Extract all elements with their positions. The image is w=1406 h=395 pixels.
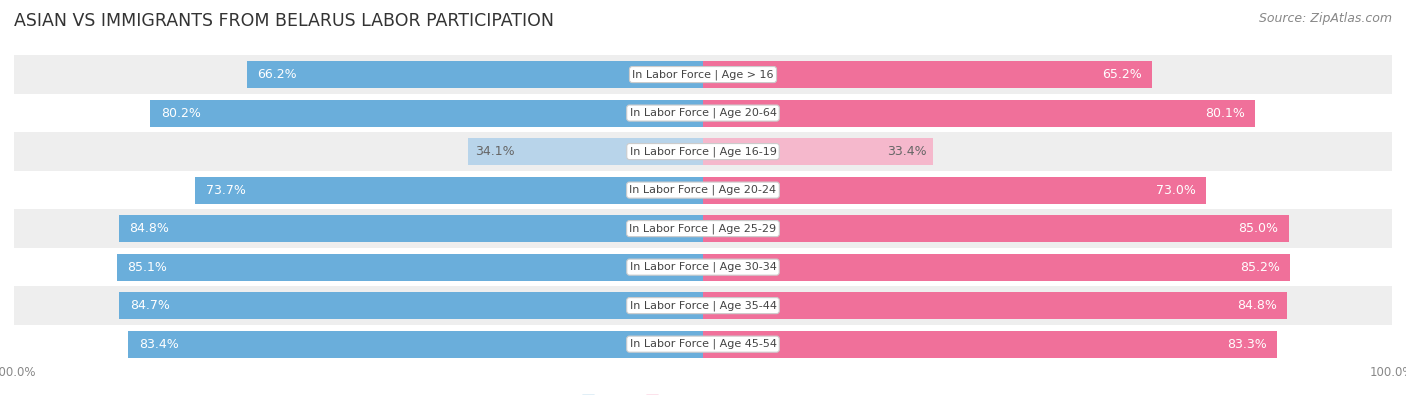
Bar [150,100,703,126]
Text: 73.0%: 73.0% [1156,184,1195,197]
Text: 65.2%: 65.2% [1102,68,1142,81]
Bar [14,132,1392,171]
Text: 85.1%: 85.1% [127,261,167,274]
Text: In Labor Force | Age 35-44: In Labor Force | Age 35-44 [630,300,776,311]
Text: Source: ZipAtlas.com: Source: ZipAtlas.com [1258,12,1392,25]
Bar [120,292,703,319]
Bar [14,209,1392,248]
Text: In Labor Force | Age 20-24: In Labor Force | Age 20-24 [630,185,776,196]
Text: In Labor Force | Age 16-19: In Labor Force | Age 16-19 [630,146,776,157]
Bar [14,286,1392,325]
Bar [703,331,1277,357]
Text: 85.2%: 85.2% [1240,261,1279,274]
Text: In Labor Force | Age 25-29: In Labor Force | Age 25-29 [630,223,776,234]
Bar [14,94,1392,132]
Text: 73.7%: 73.7% [205,184,246,197]
Bar [703,138,934,165]
Text: 84.8%: 84.8% [129,222,169,235]
Text: In Labor Force | Age 45-54: In Labor Force | Age 45-54 [630,339,776,350]
Bar [703,177,1206,203]
Bar [703,61,1152,88]
Text: 85.0%: 85.0% [1239,222,1278,235]
Bar [14,325,1392,363]
Bar [118,215,703,242]
Text: 83.3%: 83.3% [1227,338,1267,351]
Bar [14,55,1392,94]
Bar [14,171,1392,209]
Text: 33.4%: 33.4% [887,145,927,158]
Text: 80.2%: 80.2% [160,107,201,120]
Text: 84.7%: 84.7% [129,299,170,312]
Text: In Labor Force | Age 30-34: In Labor Force | Age 30-34 [630,262,776,273]
Text: ASIAN VS IMMIGRANTS FROM BELARUS LABOR PARTICIPATION: ASIAN VS IMMIGRANTS FROM BELARUS LABOR P… [14,12,554,30]
Text: 34.1%: 34.1% [475,145,515,158]
Legend: Asian, Immigrants from Belarus: Asian, Immigrants from Belarus [576,389,830,395]
Bar [247,61,703,88]
Text: 84.8%: 84.8% [1237,299,1277,312]
Bar [703,100,1254,126]
Bar [703,254,1289,280]
Text: In Labor Force | Age > 16: In Labor Force | Age > 16 [633,69,773,80]
Bar [128,331,703,357]
Text: 83.4%: 83.4% [139,338,179,351]
Bar [195,177,703,203]
Bar [14,248,1392,286]
Bar [468,138,703,165]
Text: In Labor Force | Age 20-64: In Labor Force | Age 20-64 [630,108,776,118]
Bar [703,215,1289,242]
Bar [117,254,703,280]
Text: 66.2%: 66.2% [257,68,297,81]
Bar [703,292,1288,319]
Text: 80.1%: 80.1% [1205,107,1244,120]
